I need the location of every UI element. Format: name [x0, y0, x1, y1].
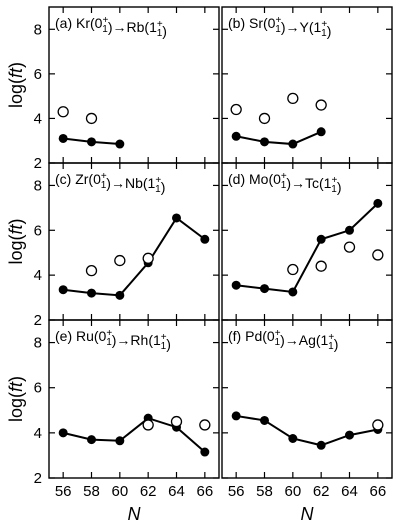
- panel-label: (f) Pd(0+ 1)→Ag(1+ 1): [228, 328, 338, 352]
- y-tick-label: 4: [34, 425, 42, 442]
- exp-point: [315, 99, 327, 111]
- exp-point: [372, 419, 384, 431]
- y-tick-label: 2: [34, 312, 42, 329]
- x-tick-label: 56: [228, 483, 245, 500]
- y-tick-label: 8: [34, 177, 42, 194]
- calc-point: [373, 198, 383, 208]
- x-tick-label: 58: [256, 483, 273, 500]
- calc-series-line: [62, 417, 206, 453]
- calc-point: [200, 447, 210, 457]
- x-tick-label: 64: [168, 483, 185, 500]
- exp-point: [230, 103, 242, 116]
- calc-point: [231, 411, 241, 421]
- y-tick-label: 4: [34, 110, 42, 127]
- calc-point: [115, 436, 125, 446]
- panel-e: 56 58 60 62 64 66 2 4 6 8 log(ft) N (e) Ru(0+ 1)→Rh(1…: [6, 319, 220, 524]
- calc-point: [316, 127, 326, 137]
- panel-a: 2 4 6 8 log(ft) (a) Kr(0+ 1)→Rb(1+ 1): [6, 6, 220, 172]
- calc-point: [345, 225, 354, 235]
- calc-point: [231, 131, 241, 141]
- exp-point: [372, 249, 384, 261]
- y-tick-label: 2: [34, 155, 42, 172]
- exp-point: [315, 260, 327, 272]
- calc-point: [115, 139, 125, 149]
- panel-label: (a) Kr(0+ 1)→Rb(1+ 1): [55, 15, 167, 39]
- calc-point: [316, 234, 326, 244]
- x-tick-label: 66: [196, 483, 213, 500]
- calc-point: [200, 234, 210, 244]
- calc-point: [87, 435, 96, 445]
- exp-point: [85, 112, 98, 125]
- panel-b: (b) Sr(0+ 1)→Y(1+ 1): [221, 6, 393, 164]
- panel-frame: [48, 319, 220, 479]
- x-tick-label: 60: [111, 483, 128, 500]
- exp-point: [287, 92, 299, 105]
- y-tick-label: 8: [34, 21, 42, 38]
- calc-point: [58, 428, 68, 438]
- x-axis-label: N: [128, 504, 142, 524]
- calc-point: [87, 288, 96, 298]
- calc-point: [58, 133, 68, 143]
- calc-point: [115, 290, 125, 300]
- exp-point: [199, 419, 211, 431]
- panel-c: 2 4 6 8 log(ft) (c) Zr(0+ 1)→Nb(1+ 1): [6, 162, 220, 329]
- x-tick-label: 62: [140, 483, 157, 500]
- panel-f: 56 58 60 62 64 66 N (f) Pd(0+ 1)→Ag(1+ 1): [221, 319, 393, 524]
- x-tick-label: 60: [284, 483, 301, 500]
- y-tick-label: 6: [34, 222, 42, 239]
- panel-label: (d) Mo(0+ 1)→Tc(1+ 1): [228, 171, 342, 195]
- y-tick-label: 4: [34, 267, 42, 284]
- y-tick-label: 6: [34, 66, 42, 83]
- exp-point: [142, 419, 154, 431]
- exp-point: [85, 265, 98, 277]
- exp-point: [343, 241, 356, 253]
- x-tick-label: 62: [313, 483, 330, 500]
- calc-point: [260, 415, 269, 425]
- y-axis-label: log(ft): [6, 376, 26, 422]
- y-axis-label: log(ft): [6, 218, 26, 264]
- x-tick-label: 56: [55, 483, 72, 500]
- calc-point: [172, 213, 181, 223]
- exp-point: [170, 415, 183, 428]
- calc-series-line: [236, 414, 379, 447]
- exp-point: [287, 263, 299, 276]
- calc-point: [345, 430, 354, 440]
- exp-point: [142, 252, 154, 264]
- x-tick-label: 64: [341, 483, 358, 500]
- calc-point: [260, 284, 269, 294]
- calc-series-line: [235, 130, 322, 146]
- panel-label: (e) Ru(0+ 1)→Rh(1+ 1): [55, 328, 171, 352]
- x-axis-label: N: [301, 504, 315, 524]
- calc-series-line: [236, 202, 379, 294]
- exp-point: [258, 112, 271, 125]
- y-tick-label: 2: [34, 470, 42, 487]
- calc-point: [58, 285, 68, 295]
- calc-point: [87, 137, 96, 147]
- calc-point: [231, 280, 241, 290]
- calc-point: [260, 137, 269, 147]
- y-tick-label: 8: [34, 335, 42, 352]
- calc-point: [288, 434, 298, 443]
- x-tick-label: 66: [369, 483, 386, 500]
- panel-label: (c) Zr(0+ 1)→Nb(1+ 1): [55, 171, 165, 195]
- calc-point: [316, 440, 326, 450]
- calc-point: [288, 139, 298, 149]
- exp-point: [114, 254, 126, 267]
- y-axis-label: log(ft): [6, 62, 26, 108]
- calc-point: [288, 287, 298, 297]
- panel-d: (d) Mo(0+ 1)→Tc(1+ 1): [221, 162, 393, 321]
- panel-frame: [221, 319, 393, 479]
- y-tick-label: 6: [34, 380, 42, 397]
- x-tick-label: 58: [83, 483, 100, 500]
- panel-label: (b) Sr(0+ 1)→Y(1+ 1): [228, 15, 331, 39]
- exp-point: [57, 106, 69, 118]
- calc-series-line: [63, 216, 206, 297]
